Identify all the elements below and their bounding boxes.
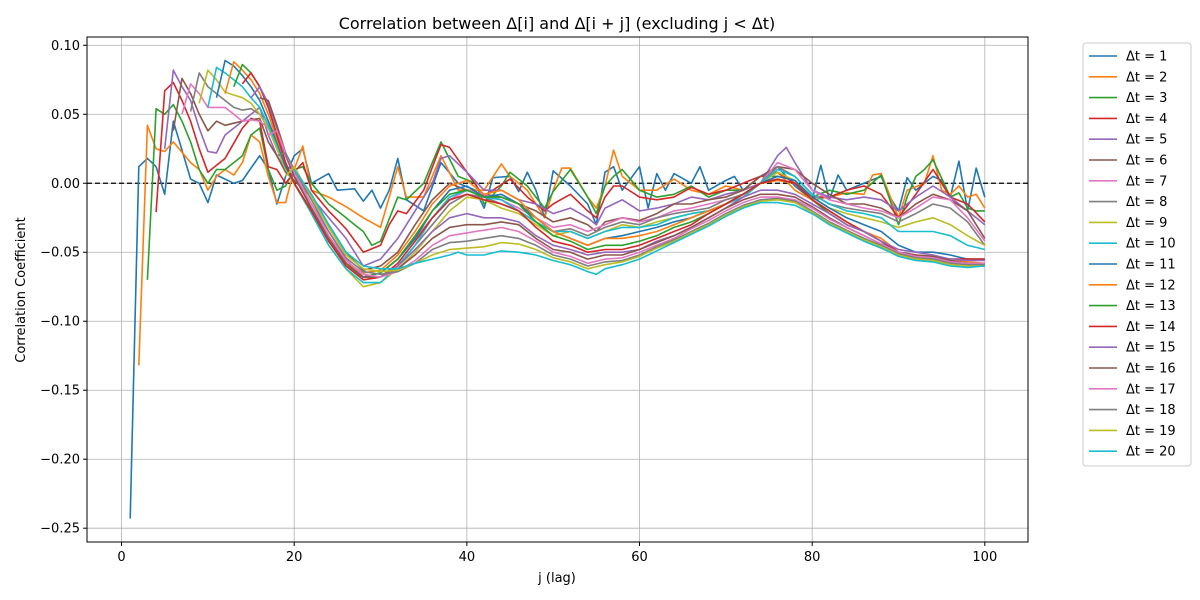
legend-label: Δt = 18 xyxy=(1126,403,1176,418)
y-tick-label: 0.05 xyxy=(51,108,80,123)
series-line-dt-3 xyxy=(146,103,985,280)
plot-area-frame xyxy=(86,36,1029,543)
y-tick-label: 0.00 xyxy=(51,177,80,192)
legend: Δt = 1 Δt = 2 Δt = 3 Δt = 4 Δt = 5 Δt = 6 Δt =… xyxy=(1082,42,1192,467)
x-tick-label: 40 xyxy=(459,550,476,565)
y-tick-label: −0.25 xyxy=(40,522,80,537)
legend-label: Δt = 1 xyxy=(1126,50,1167,65)
y-tick-label: −0.20 xyxy=(40,453,80,468)
legend-label: Δt = 12 xyxy=(1126,278,1176,293)
series-line-dt-1 xyxy=(129,120,986,519)
x-tick-label: 60 xyxy=(631,550,648,565)
legend-label: Δt = 8 xyxy=(1126,195,1167,210)
series-line-dt-19 xyxy=(285,165,985,273)
y-tick-label: −0.15 xyxy=(40,384,80,399)
legend-box xyxy=(1082,42,1192,467)
legend-label: Δt = 20 xyxy=(1126,445,1176,460)
legend-label: Δt = 19 xyxy=(1126,424,1176,439)
y-axis-ticks: −0.25 −0.20 −0.15 −0.10 −0.05 0.00 0.05 0.10 xyxy=(40,39,87,537)
legend-label: Δt = 5 xyxy=(1126,133,1167,148)
series-line-dt-20 xyxy=(293,169,985,276)
y-tick-label: 0.10 xyxy=(51,39,80,54)
x-tick-label: 100 xyxy=(972,550,997,565)
legend-label: Δt = 10 xyxy=(1126,237,1176,252)
x-tick-label: 80 xyxy=(804,550,821,565)
legend-label: Δt = 15 xyxy=(1126,341,1176,356)
legend-label: Δt = 13 xyxy=(1126,299,1176,314)
legend-label: Δt = 9 xyxy=(1126,216,1167,231)
legend-label: Δt = 3 xyxy=(1126,91,1167,106)
legend-label: Δt = 4 xyxy=(1126,112,1167,127)
series-line-dt-17 xyxy=(267,130,985,278)
legend-label: Δt = 2 xyxy=(1126,70,1167,85)
legend-label: Δt = 14 xyxy=(1126,320,1176,335)
legend-items: Δt = 1 Δt = 2 Δt = 3 Δt = 4 Δt = 5 Δt = 6 Δt =… xyxy=(1089,50,1176,460)
legend-label: Δt = 17 xyxy=(1126,382,1176,397)
x-axis-label: j (lag) xyxy=(537,571,576,586)
x-tick-label: 0 xyxy=(117,550,125,565)
legend-label: Δt = 7 xyxy=(1126,174,1167,189)
series-line-dt-18 xyxy=(276,152,985,276)
grid-lines xyxy=(87,37,1028,542)
y-tick-label: −0.05 xyxy=(40,246,80,261)
y-tick-label: −0.10 xyxy=(40,315,80,330)
y-axis-label: Correlation Coefficient xyxy=(14,217,29,363)
series-line-dt-10 xyxy=(207,66,985,284)
x-axis-ticks: 0 20 40 60 80 100 xyxy=(117,542,997,565)
chart-title: Correlation between Δ[i] and Δ[i + j] (e… xyxy=(339,14,776,33)
legend-label: Δt = 6 xyxy=(1126,154,1167,169)
x-tick-label: 20 xyxy=(286,550,303,565)
legend-label: Δt = 16 xyxy=(1126,362,1176,377)
legend-label: Δt = 11 xyxy=(1126,258,1176,273)
series-lines xyxy=(129,59,986,519)
